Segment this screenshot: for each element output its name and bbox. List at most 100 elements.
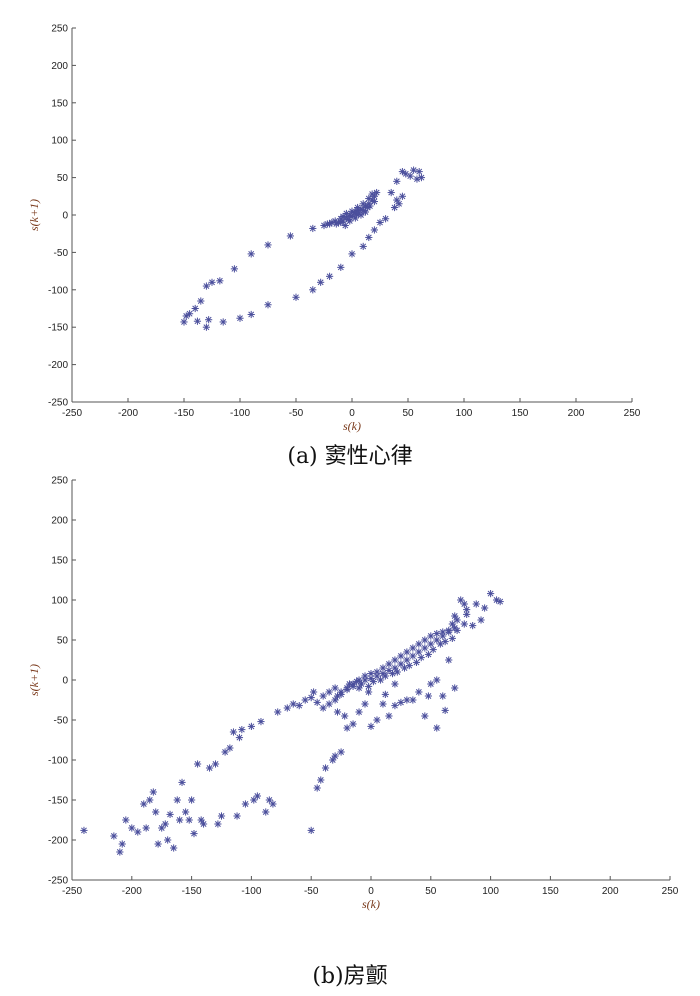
data-point [405,662,413,670]
data-point [166,810,174,818]
data-point [460,600,468,608]
data-point [445,656,453,664]
data-point [433,676,441,684]
data-point [415,688,423,696]
data-point [188,796,196,804]
x-tick-label: -250 [62,408,82,419]
data-point [229,728,238,736]
data-point [341,712,349,720]
data-point [161,820,169,828]
data-point [286,232,294,240]
x-tick-label: 100 [482,886,499,897]
data-point [264,301,272,309]
y-axis-label: s(k+1) [27,664,41,696]
data-point [369,678,377,686]
data-point [439,692,447,700]
data-point [387,188,395,197]
data-point [391,702,399,710]
data-point [269,800,277,808]
data-point [313,698,321,706]
y-tick-label: 250 [51,24,68,35]
data-point [233,812,241,820]
y-tick-label: -250 [48,876,68,887]
data-point [472,600,480,608]
data-point [190,830,198,838]
data-point [417,174,426,182]
data-point [301,696,309,704]
data-point [116,848,124,856]
data-point [370,197,378,206]
data-point [331,684,339,692]
data-point [317,776,325,784]
data-point [390,203,399,212]
y-tick-label: -250 [48,398,68,409]
data-point [292,293,300,301]
data-point [366,202,374,210]
data-point [361,672,369,680]
data-point [421,712,429,720]
x-tick-label: 200 [602,886,619,897]
data-point [257,718,265,726]
data-point [487,590,495,598]
data-point [368,190,376,198]
data-point [409,696,417,704]
data-point [197,816,205,824]
data-point [325,688,333,696]
data-point [400,664,409,672]
x-tick-label: 50 [402,408,414,419]
data-point [421,644,429,652]
data-point [355,684,363,692]
data-point [367,722,375,730]
data-point [415,168,423,176]
data-point [182,808,190,816]
data-point [410,166,418,174]
data-point [173,796,181,804]
data-point [417,654,425,662]
data-point [451,612,459,620]
y-tick-label: 0 [62,211,68,222]
data-point [337,263,345,271]
data-point [393,177,401,185]
y-tick-label: 50 [57,636,69,647]
x-tick-label: -150 [182,886,202,897]
y-tick-label: 250 [51,476,68,487]
data-point [247,250,255,258]
data-point [307,694,315,702]
data-point [176,816,184,824]
data-point [307,826,315,834]
y-tick-label: -200 [48,360,68,371]
data-point [409,644,417,652]
data-point [391,664,399,672]
data-point [365,233,373,242]
data-point [349,720,357,728]
data-point [331,696,339,704]
data-point [247,722,255,730]
data-point [391,680,399,688]
data-point [205,316,213,324]
data-point [421,636,429,644]
x-axis-label: s(k) [362,897,380,911]
y-tick-label: -50 [54,716,69,727]
data-point [309,688,318,696]
data-point [361,208,370,216]
data-point [341,221,349,230]
y-tick-label: -50 [54,248,69,259]
data-point [134,828,142,836]
data-point [370,226,378,234]
data-point [140,800,148,808]
data-point [463,606,471,614]
data-point [379,664,387,672]
data-point [379,700,387,708]
data-point [415,640,423,648]
y-tick-label: -100 [48,285,68,296]
y-tick-label: -150 [48,323,68,334]
data-point [346,217,354,225]
data-point [199,820,208,828]
data-point [453,616,461,624]
data-point [424,650,433,658]
data-point [191,304,199,313]
data-point [406,172,414,180]
x-axis-label: s(k) [343,419,361,433]
data-point [193,760,202,768]
x-tick-label: -100 [241,886,261,897]
